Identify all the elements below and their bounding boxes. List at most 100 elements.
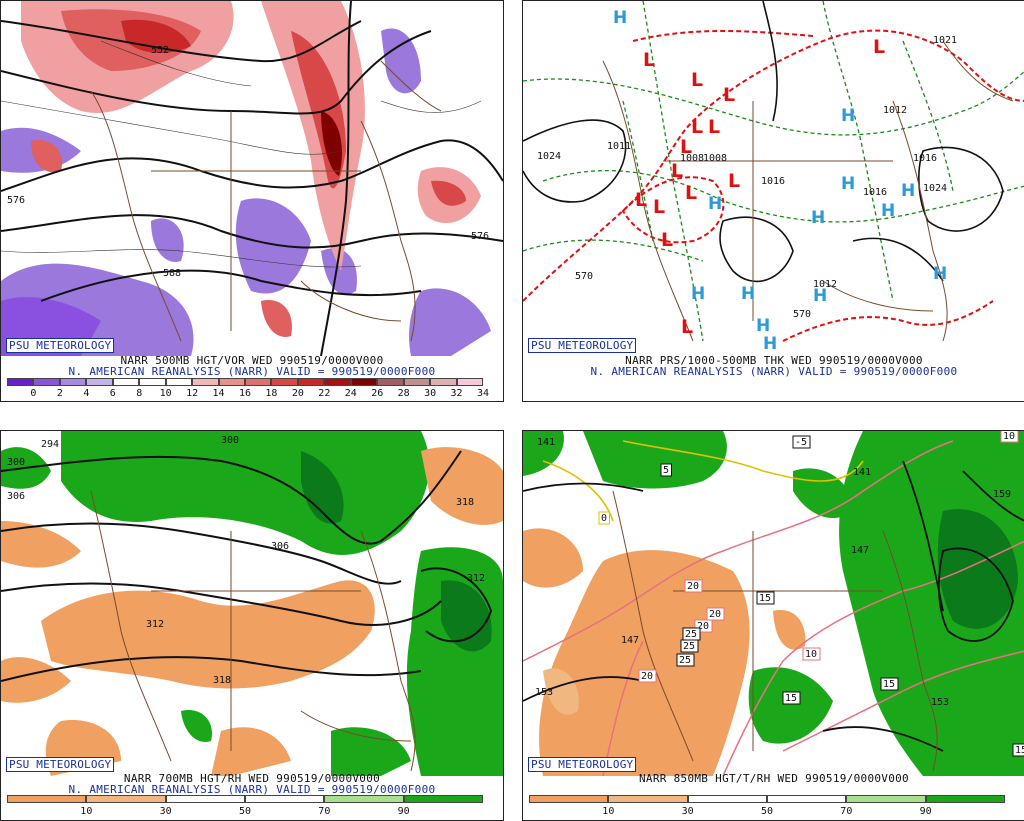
contour-label: 10 — [805, 649, 817, 660]
legend-tick-label: 20 — [291, 388, 304, 399]
psu-meteorology-badge: PSU METEOROLOGY — [528, 338, 637, 353]
legend-swatch — [139, 378, 166, 386]
low-pressure-marker: L — [643, 49, 655, 71]
vorticity-color-legend: 0 2 4 6 8 10 12 14 16 18 20 22 24 26 28 30 32 34 — [1, 378, 503, 400]
contour-label: 1016 — [913, 153, 937, 164]
rh-dry-area-southwest — [539, 550, 750, 776]
contour-label: 10 — [1003, 431, 1015, 442]
contour-label-box — [676, 653, 695, 667]
rh-color-legend: 10 30 50 70 90 — [523, 795, 1024, 819]
panel-caption: NARR 500MB HGT/VOR WED 990519/0000V000 — [120, 354, 384, 367]
contour-label: 570 — [575, 271, 593, 282]
contour-label-box — [1012, 743, 1024, 757]
legend-tick-label: 30 — [159, 806, 172, 817]
rh850-map: 141 -550141159147202020152525252010147153… — [523, 431, 1024, 776]
contour-label: 576 — [7, 195, 25, 206]
contour-label: 1016 — [761, 176, 785, 187]
contour-label-box — [782, 691, 801, 705]
contour-label: 1008 — [680, 153, 704, 164]
legend-tick-label: 30 — [424, 388, 437, 399]
legend-swatch — [165, 378, 193, 386]
contour-label: 20 — [687, 581, 699, 592]
contour-label-box — [638, 669, 657, 683]
legend-swatch — [165, 795, 245, 803]
contour-label: 1008 — [703, 153, 727, 164]
legend-swatch — [59, 378, 87, 386]
rh-moist-area-north — [61, 431, 430, 555]
psu-meteorology-badge: PSU METEOROLOGY — [6, 757, 115, 772]
contour-label: 1024 — [537, 151, 561, 162]
contour-label: 300 — [7, 457, 25, 468]
contour-label: 306 — [271, 541, 289, 552]
high-pressure-marker: H — [841, 106, 855, 126]
contour-label: 1024 — [923, 183, 947, 194]
contour-label: 1011 — [607, 141, 631, 152]
contour-label: 153 — [535, 687, 553, 698]
high-pressure-marker: H — [881, 201, 895, 221]
legend-tick-label: 26 — [371, 388, 384, 399]
contour-label: 159 — [993, 489, 1011, 500]
low-pressure-marker: L — [680, 136, 692, 158]
contour-label: 1021 — [933, 35, 957, 46]
legend-swatch — [350, 378, 378, 386]
low-pressure-marker: L — [671, 160, 683, 182]
contour-label: -5 — [795, 437, 807, 448]
legend-tick-label: 50 — [238, 806, 252, 817]
legend-tick-label: 24 — [344, 388, 357, 399]
contour-label: 15 — [759, 593, 771, 604]
contour-label: 25 — [679, 655, 691, 666]
contour-label: 318 — [456, 497, 474, 508]
contour-label-box — [660, 463, 672, 477]
legend-swatch — [33, 378, 60, 386]
legend-swatch — [608, 795, 688, 803]
legend-tick-label: 6 — [109, 388, 116, 399]
panel-caption: NARR 850MB HGT/T/RH WED 990519/0000V000 — [639, 772, 909, 785]
low-pressure-marker: L — [691, 116, 703, 138]
low-pressure-marker: L — [708, 116, 720, 138]
legend-swatch — [271, 378, 298, 386]
legend-swatch — [86, 795, 166, 803]
legend-tick-label: 10 — [602, 806, 615, 817]
legend-swatch — [324, 378, 351, 386]
legend-tick-label: 0 — [30, 388, 37, 399]
contour-label: 15 — [883, 679, 895, 690]
contour-label: 15 — [1015, 745, 1024, 756]
legend-swatch — [377, 378, 404, 386]
legend-swatch — [112, 378, 140, 386]
legend-swatch — [324, 795, 404, 803]
panel-500mb-vorticity: 552 576 576 588 PSU METEOROLOGY NARR 500… — [0, 0, 504, 402]
contour-label: 1012 — [883, 105, 907, 116]
panel-caption: NARR PRS/1000-500MB THK WED 990519/0000V… — [625, 354, 923, 367]
high-pressure-marker: H — [813, 286, 827, 306]
contour-label: 576 — [471, 231, 489, 242]
contour-label: 141 — [537, 437, 555, 448]
contour-label: 312 — [146, 619, 164, 630]
contour-label: 300 — [221, 435, 239, 446]
contour-label: 147 — [621, 635, 639, 646]
contour-label: 141 — [853, 467, 871, 478]
legend-tick-label: 34 — [476, 388, 490, 399]
contour-label-box — [706, 607, 725, 621]
contour-label: 25 — [685, 629, 697, 640]
legend-tick-label: 90 — [919, 806, 932, 817]
legend-tick-label: 32 — [450, 388, 463, 399]
contour-label: 20 — [709, 609, 721, 620]
legend-swatch — [7, 795, 87, 803]
contour-label-box — [756, 591, 775, 605]
legend-tick-label: 90 — [397, 806, 410, 817]
legend-tick-label: 70 — [318, 806, 331, 817]
vorticity-map: 552 576 576 588 — [1, 1, 503, 356]
legend-tick-label: 70 — [840, 806, 853, 817]
low-pressure-marker: L — [873, 36, 885, 58]
panel-caption: NARR 700MB HGT/RH WED 990519/0000V000 — [123, 772, 381, 785]
rh-dry-area-center — [41, 580, 375, 689]
panel-subcaption: N. AMERICAN REANALYSIS (NARR) VALID = 99… — [590, 365, 958, 378]
psu-meteorology-badge: PSU METEOROLOGY — [6, 338, 115, 353]
low-pressure-marker: L — [723, 84, 735, 106]
contour-label: 312 — [467, 573, 485, 584]
legend-tick-label: 4 — [83, 388, 90, 399]
